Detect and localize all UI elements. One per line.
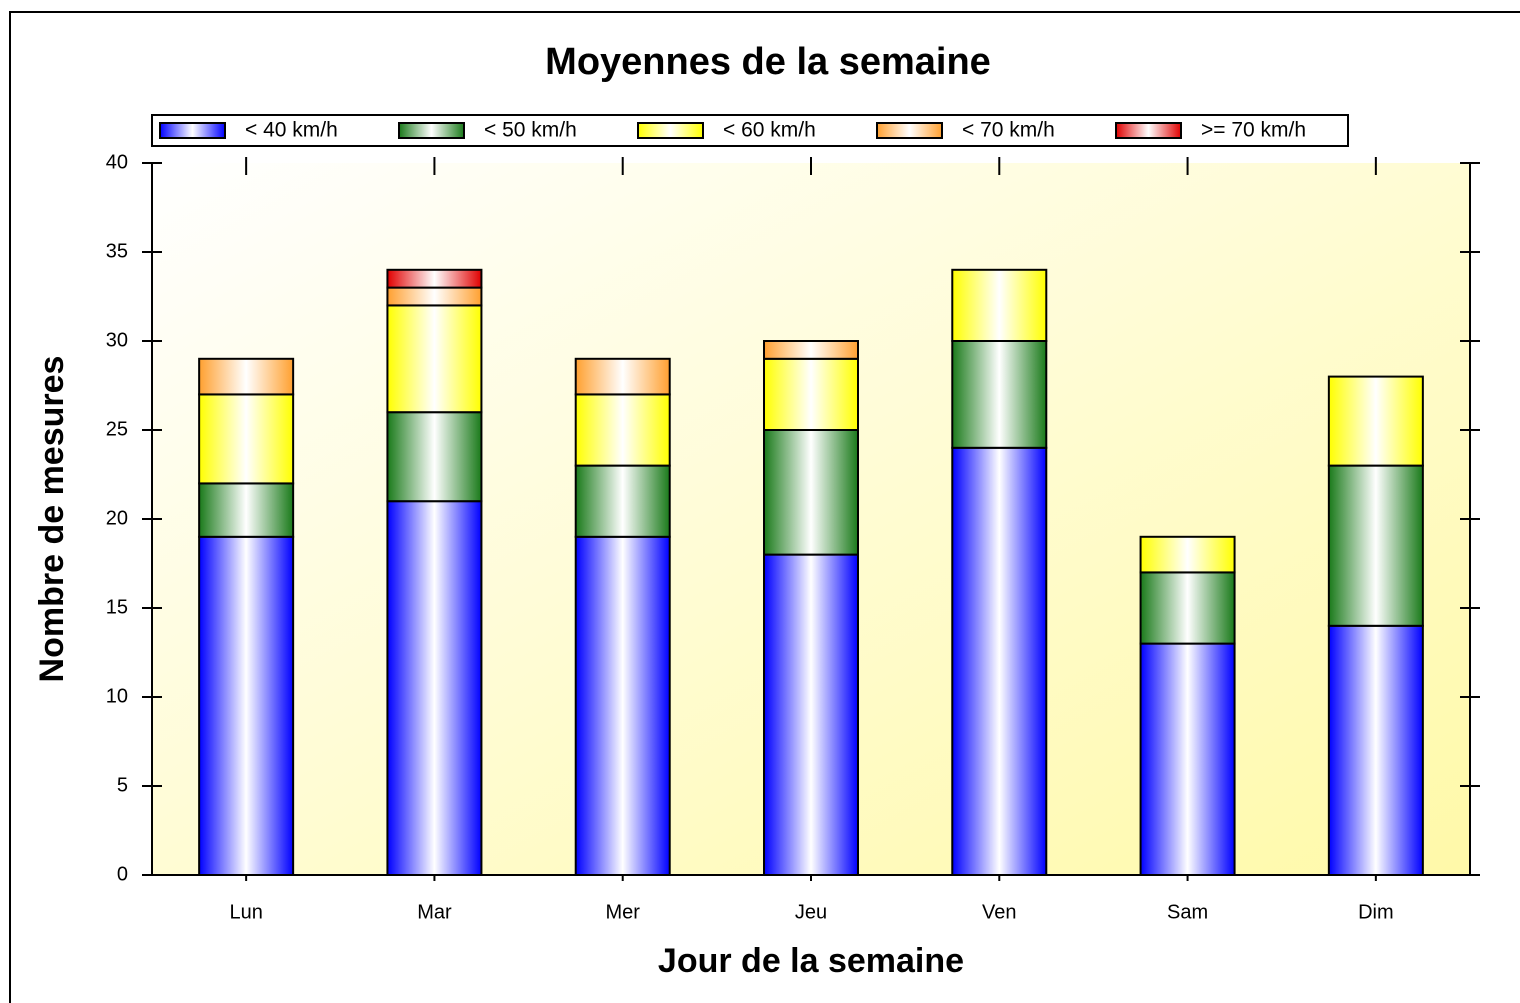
- x-tick-label: Sam: [1167, 901, 1208, 923]
- x-tick-label: Lun: [229, 901, 262, 923]
- bar-segment: [763, 429, 859, 556]
- bar-segment: [763, 357, 859, 431]
- y-tick-label: 0: [117, 863, 128, 885]
- bar-segment: [1139, 642, 1236, 876]
- bar-segment: [763, 340, 859, 360]
- x-tick-label: Jeu: [795, 901, 827, 923]
- legend-label: < 60 km/h: [723, 119, 816, 142]
- bar-segment: [1327, 375, 1424, 467]
- legend-label: < 40 km/h: [245, 119, 338, 142]
- bar-segment: [951, 446, 1048, 876]
- bar-segment: [198, 393, 295, 485]
- y-tick-label: 35: [106, 240, 128, 262]
- y-tick-label: 40: [106, 151, 128, 173]
- bar-segment: [574, 535, 671, 876]
- bar-segment: [386, 268, 483, 289]
- bar-segment: [951, 340, 1048, 449]
- bar-segment: [951, 268, 1048, 342]
- bar-segment: [574, 357, 671, 396]
- x-tick-label: Mer: [605, 901, 640, 923]
- x-tick-label: Ven: [982, 901, 1016, 923]
- bar-segment: [386, 286, 483, 307]
- bar-segment: [198, 535, 295, 876]
- legend-swatch: [159, 122, 226, 139]
- bar-segment: [1139, 535, 1236, 574]
- legend-label: >= 70 km/h: [1201, 119, 1306, 142]
- bar-segment: [1327, 464, 1424, 627]
- bar-segment: [386, 304, 483, 414]
- y-tick-label: 20: [106, 507, 128, 529]
- y-tick-label: 25: [106, 418, 128, 440]
- legend-swatch: [1115, 122, 1182, 139]
- legend-swatch: [876, 122, 943, 139]
- legend-swatch: [398, 122, 465, 139]
- x-tick-label: Dim: [1358, 901, 1394, 923]
- bar-segment: [574, 393, 671, 467]
- legend-label: < 70 km/h: [962, 119, 1055, 142]
- chart-title: Moyennes de la semaine: [545, 41, 991, 83]
- legend-swatch: [637, 122, 704, 139]
- legend-label: < 50 km/h: [484, 119, 577, 142]
- bar-segment: [763, 553, 859, 876]
- y-tick-label: 10: [106, 685, 128, 707]
- y-tick-label: 30: [106, 329, 128, 351]
- bar-segment: [1327, 624, 1424, 876]
- y-axis-title: Nombre de mesures: [33, 356, 71, 683]
- y-tick-label: 5: [117, 774, 128, 796]
- x-axis-title: Jour de la semaine: [658, 942, 964, 980]
- bar-segment: [198, 357, 295, 396]
- bar-segment: [198, 482, 295, 538]
- x-tick-label: Mar: [417, 901, 452, 923]
- bar-segment: [386, 500, 483, 876]
- bar-segment: [386, 411, 483, 503]
- bar-segment: [1139, 571, 1236, 645]
- bar-segment: [574, 464, 671, 538]
- y-tick-label: 15: [106, 596, 128, 618]
